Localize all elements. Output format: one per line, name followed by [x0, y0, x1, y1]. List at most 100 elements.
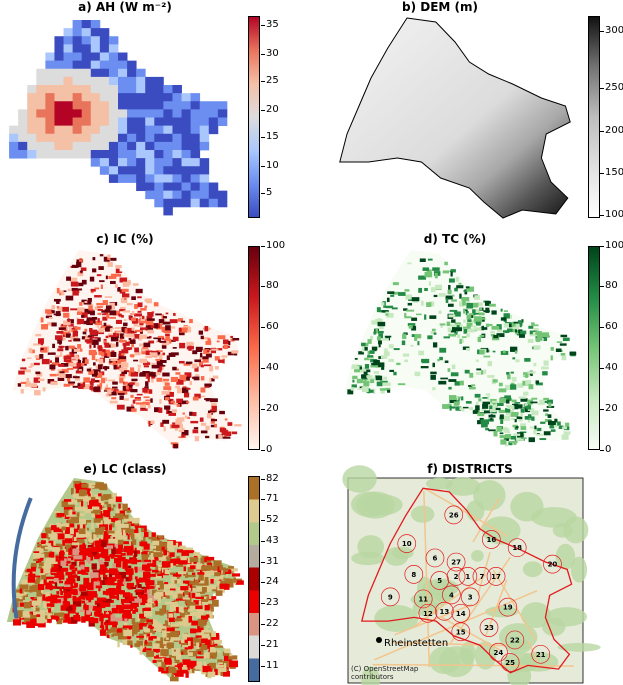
cover-patch [123, 367, 128, 373]
land-cover-patch [224, 648, 231, 654]
land-cover-patch [163, 641, 168, 645]
land-cover-patch [144, 607, 151, 612]
cover-patch [404, 289, 410, 292]
cover-patch [72, 330, 79, 337]
cover-patch [96, 325, 100, 328]
land-cover-patch [122, 592, 131, 598]
cover-patch [543, 431, 551, 436]
cover-patch [176, 388, 185, 394]
cover-patch [147, 405, 151, 409]
cover-patch [135, 288, 143, 294]
land-cover-patch [63, 601, 69, 608]
ah-cell [127, 125, 137, 135]
cover-patch [533, 362, 537, 367]
land-cover-patch [134, 605, 137, 612]
land-cover-patch [58, 612, 65, 617]
ah-cell [118, 76, 128, 86]
colorbar-tick-22: 22 [261, 618, 279, 629]
cover-patch [448, 395, 457, 401]
cover-patch [165, 333, 170, 336]
land-cover-patch [61, 548, 70, 554]
cover-patch [142, 387, 148, 393]
cover-patch [139, 404, 147, 408]
land-cover-patch [127, 634, 131, 640]
cover-patch [347, 389, 354, 395]
cover-patch [63, 383, 70, 387]
ah-cell [45, 133, 55, 143]
land-cover-patch [137, 614, 141, 621]
ah-cell [72, 117, 83, 127]
cover-patch [60, 324, 67, 328]
ah-cell [90, 150, 101, 159]
land-cover-patch [46, 614, 51, 619]
cover-patch [513, 440, 517, 445]
ah-cell [163, 125, 173, 135]
land-cover-patch [99, 617, 104, 622]
land-cover-patch [158, 567, 161, 571]
land-cover-patch [107, 577, 116, 582]
cover-patch [360, 367, 367, 373]
colorbar-tick-300: 300 [599, 25, 623, 36]
cover-patch [562, 337, 570, 342]
ah-cell [163, 93, 173, 102]
cover-patch [560, 353, 566, 356]
land-cover-patch [63, 499, 72, 502]
cover-patch [460, 396, 464, 401]
cover-patch [177, 417, 185, 422]
cover-patch [92, 257, 96, 261]
cover-patch [45, 315, 52, 319]
cover-patch [123, 345, 127, 351]
land-cover-patch [95, 606, 102, 613]
land-cover-patch [63, 507, 73, 510]
cover-patch [198, 330, 204, 335]
cover-patch [147, 420, 155, 425]
land-cover-patch [187, 664, 190, 671]
land-cover-patch [191, 620, 198, 626]
cover-patch [402, 333, 407, 340]
land-cover-patch [210, 578, 214, 584]
land-cover-patch [88, 499, 97, 506]
land-cover-patch [139, 613, 146, 619]
land-cover-patch [59, 580, 64, 584]
cover-patch [67, 367, 74, 370]
cover-patch [133, 283, 139, 286]
cover-patch [170, 376, 179, 383]
cover-patch [122, 391, 128, 395]
land-cover-patch [24, 593, 29, 597]
cover-patch [212, 375, 219, 379]
land-cover-patch [32, 584, 40, 592]
cover-patch [194, 359, 201, 363]
cover-patch [157, 369, 162, 373]
cover-patch [187, 416, 190, 419]
ah-cell [99, 60, 110, 70]
land-cover-patch [208, 651, 218, 657]
cover-patch [466, 333, 470, 338]
land-cover-patch [216, 580, 220, 586]
cover-patch [473, 316, 482, 322]
cover-patch [450, 372, 459, 377]
land-cover-patch [74, 615, 80, 621]
cover-patch [114, 273, 122, 277]
ah-cell [45, 125, 55, 135]
cover-patch [176, 368, 179, 371]
land-cover-patch [118, 606, 126, 614]
cover-patch [439, 347, 447, 353]
land-cover-patch [231, 573, 241, 577]
land-cover-patch [169, 604, 179, 611]
cover-patch [555, 348, 562, 352]
cover-patch [351, 364, 359, 367]
cover-patch [30, 349, 35, 354]
cover-patch [94, 306, 101, 311]
land-cover-patch [112, 622, 117, 630]
cover-patch [520, 423, 527, 427]
land-cover-patch [33, 605, 36, 611]
ah-cell [45, 68, 55, 78]
land-cover-patch [139, 649, 143, 655]
cover-patch [92, 362, 96, 366]
colorbar-tick-5: 5 [260, 187, 273, 198]
cover-patch [89, 344, 92, 349]
land-cover-patch [189, 557, 199, 562]
cover-patch [516, 432, 524, 438]
cover-patch [82, 358, 85, 364]
cover-patch [143, 365, 150, 368]
